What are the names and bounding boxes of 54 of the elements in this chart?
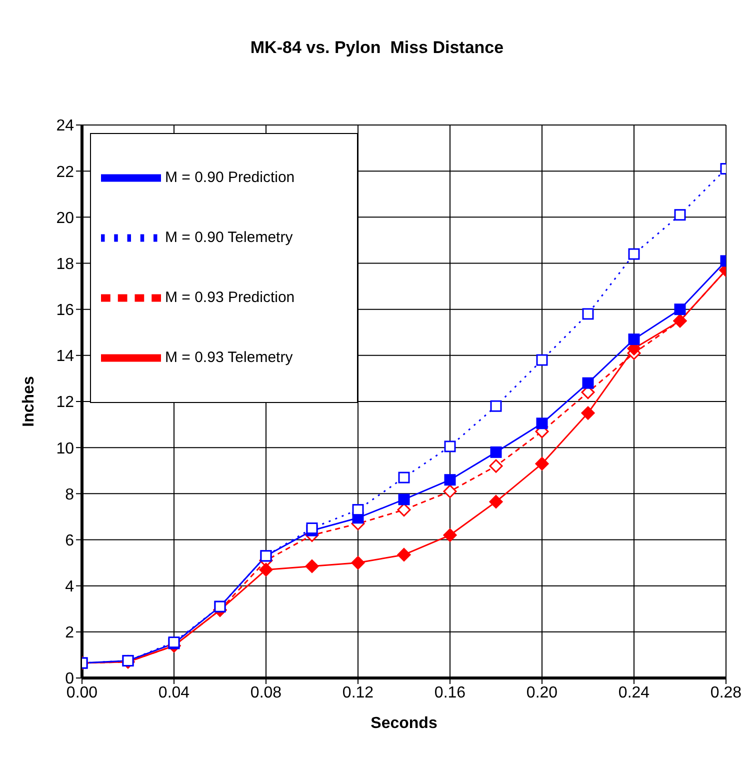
y-tick-label: 20 xyxy=(56,210,74,227)
point xyxy=(489,459,503,473)
point xyxy=(674,304,686,316)
x-tick-label: 0.16 xyxy=(434,684,466,702)
y-tick-label: 4 xyxy=(65,578,74,596)
point xyxy=(398,472,410,484)
y-tick-label: 10 xyxy=(56,440,74,458)
point xyxy=(535,456,549,470)
point xyxy=(490,446,502,458)
x-tick-label: 0.00 xyxy=(66,684,98,702)
x-axis-title: Seconds xyxy=(370,715,438,732)
point xyxy=(306,522,318,534)
point xyxy=(490,400,502,412)
x-tick-label: 0.24 xyxy=(618,684,650,702)
y-tick-label: 24 xyxy=(56,118,74,135)
point xyxy=(397,548,411,562)
legend-label: M = 0.90 Prediction xyxy=(165,169,295,186)
point xyxy=(582,377,594,389)
chart-title: MK-84 vs. Pylon Miss Distance xyxy=(249,38,505,58)
point xyxy=(305,560,319,573)
legend-label: M = 0.90 Telemetry xyxy=(165,229,293,246)
point xyxy=(397,503,411,517)
y-tick-label: 12 xyxy=(56,394,74,412)
legend-label: M = 0.93 Prediction xyxy=(165,289,295,306)
point xyxy=(628,248,640,260)
point xyxy=(444,440,456,452)
point xyxy=(674,209,686,221)
point xyxy=(398,494,410,506)
x-tick-label: 0.08 xyxy=(250,684,282,702)
legend-label: M = 0.93 Telemetry xyxy=(165,349,293,366)
y-tick-label: 14 xyxy=(56,348,74,366)
point xyxy=(628,334,640,346)
x-tick-label: 0.28 xyxy=(710,684,742,702)
y-axis-title: Inches xyxy=(20,376,38,427)
point xyxy=(443,528,457,542)
point xyxy=(259,562,273,576)
point xyxy=(536,354,548,366)
point xyxy=(536,418,548,430)
point xyxy=(581,406,595,420)
y-tick-label: 18 xyxy=(56,256,74,273)
point xyxy=(443,484,457,498)
y-tick-label: 6 xyxy=(65,532,74,550)
y-tick-label: 2 xyxy=(65,624,74,642)
point xyxy=(489,494,503,508)
y-tick-label: 8 xyxy=(65,486,74,504)
y-tick-label: 16 xyxy=(56,302,74,320)
x-tick-label: 0.12 xyxy=(342,684,374,702)
point xyxy=(352,504,364,516)
x-tick-label: 0.04 xyxy=(158,684,190,702)
point xyxy=(351,556,365,570)
y-tick-label: 22 xyxy=(56,164,74,181)
point xyxy=(444,474,456,486)
x-tick-label: 0.20 xyxy=(526,684,558,702)
point xyxy=(582,308,594,320)
